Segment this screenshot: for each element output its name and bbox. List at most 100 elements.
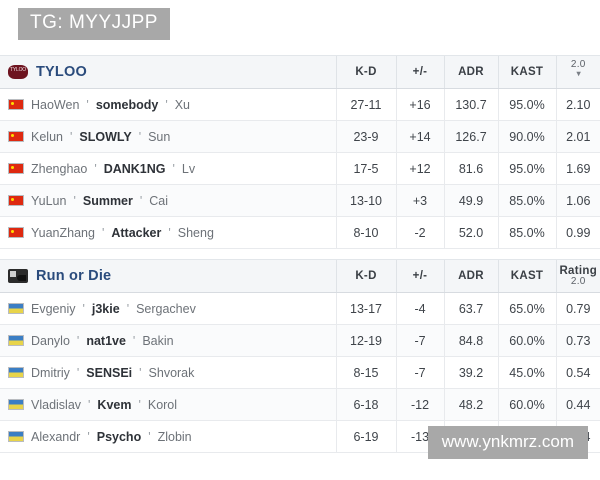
quote-close: '	[132, 333, 136, 348]
player-name-cell[interactable]: Danylo ' nat1ve ' Bakin	[0, 324, 336, 357]
column-header-kd[interactable]: K-D	[335, 259, 396, 293]
stat-plusminus: +16	[395, 88, 444, 121]
cn-flag-icon	[8, 195, 24, 206]
team-stats-table-tyloo: TYLOO K-D +/- ADR KAST 2.0▾ HaoWen ' some…	[0, 55, 600, 249]
cn-flag-icon	[8, 99, 24, 110]
table-row[interactable]: YuLun ' Summer ' Cai 13-10 +3 49.9 85.0% 1…	[0, 184, 600, 217]
player-nickname: Summer	[82, 193, 133, 208]
player-name-cell[interactable]: HaoWen ' somebody ' Xu	[0, 88, 336, 121]
stat-adr: 126.7	[443, 120, 498, 153]
quote-open: '	[76, 333, 80, 348]
player-name-cell[interactable]: Alexandr ' Psycho ' Zlobin	[0, 420, 336, 453]
table-row[interactable]: Evgeniy ' j3kie ' Sergachev 13-17 -4 63.7 …	[0, 292, 600, 325]
column-header-kast[interactable]: KAST	[497, 55, 556, 89]
player-first-name: Alexandr	[31, 429, 81, 444]
player-first-name: YuanZhang	[31, 225, 95, 240]
player-name-cell[interactable]: Dmitriy ' SENSEi ' Shvorak	[0, 356, 336, 389]
team-name-label[interactable]: Run or Die	[36, 268, 112, 284]
stat-plusminus: -12	[395, 388, 444, 421]
table-row[interactable]: Dmitriy ' SENSEi ' Shvorak 8-15 -7 39.2 45…	[0, 356, 600, 389]
cn-flag-icon	[8, 131, 24, 142]
quote-open: '	[94, 161, 97, 176]
ua-flag-icon	[8, 335, 24, 346]
player-name-cell[interactable]: YuLun ' Summer ' Cai	[0, 184, 336, 217]
stat-kd: 6-18	[335, 388, 396, 421]
player-first-name: HaoWen	[31, 97, 80, 112]
player-last-name: Xu	[174, 97, 191, 112]
player-last-name: Shvorak	[148, 365, 195, 380]
column-header-adr[interactable]: ADR	[443, 55, 498, 89]
table-separator	[0, 249, 600, 259]
player-name-cell[interactable]: Kelun ' SLOWLY ' Sun	[0, 120, 336, 153]
player-last-name: Bakin	[142, 333, 174, 348]
player-first-name: YuLun	[31, 193, 67, 208]
table-row[interactable]: Kelun ' SLOWLY ' Sun 23-9 +14 126.7 90.0% …	[0, 120, 600, 153]
stat-kd: 8-15	[335, 356, 396, 389]
column-header-adr[interactable]: ADR	[443, 259, 498, 293]
stat-adr: 130.7	[443, 88, 498, 121]
column-header-kast[interactable]: KAST	[497, 259, 556, 293]
team-header-cell: TYLOO	[0, 55, 336, 89]
player-nickname: Kvem	[97, 397, 132, 412]
quote-close: '	[126, 301, 130, 316]
stat-kd: 13-10	[335, 184, 396, 217]
stat-rating: 0.79	[555, 292, 600, 325]
quote-open: '	[87, 429, 90, 444]
stat-rating: 0.99	[555, 216, 600, 249]
column-header-rating[interactable]: Rating 2.0	[555, 259, 600, 293]
player-nickname: SENSEi	[86, 365, 133, 380]
quote-open: '	[88, 397, 91, 412]
stat-plusminus: -7	[395, 356, 444, 389]
sort-descending-icon: ▾	[576, 69, 581, 79]
stat-adr: 81.6	[443, 152, 498, 185]
player-nickname: Psycho	[96, 429, 142, 444]
player-last-name: Sun	[148, 129, 171, 144]
column-header-rating[interactable]: 2.0 ▾	[555, 55, 600, 89]
stat-adr: 48.2	[443, 388, 498, 421]
stat-kast: 95.0%	[497, 152, 556, 185]
column-header-plusminus[interactable]: +/-	[395, 55, 444, 89]
quote-close: '	[139, 365, 142, 380]
stat-rating: 0.73	[555, 324, 600, 357]
player-name-cell[interactable]: Evgeniy ' j3kie ' Sergachev	[0, 292, 336, 325]
quote-close: '	[139, 193, 143, 208]
stat-kd: 27-11	[335, 88, 396, 121]
player-name-cell[interactable]: Vladislav ' Kvem ' Korol	[0, 388, 336, 421]
stat-kast: 65.0%	[497, 292, 556, 325]
player-last-name: Sheng	[177, 225, 214, 240]
table-row[interactable]: Vladislav ' Kvem ' Korol 6-18 -12 48.2 60.…	[0, 388, 600, 421]
quote-open: '	[69, 129, 73, 144]
rating-version-label: 2.0	[570, 58, 586, 70]
stat-rating: 0.54	[555, 356, 600, 389]
player-first-name: Evgeniy	[31, 301, 76, 316]
quote-close: '	[148, 429, 151, 444]
quote-open: '	[101, 225, 105, 240]
table-row[interactable]: Danylo ' nat1ve ' Bakin 12-19 -7 84.8 60.0…	[0, 324, 600, 357]
stat-rating: 1.06	[555, 184, 600, 217]
player-last-name: Korol	[147, 397, 178, 412]
ua-flag-icon	[8, 367, 24, 378]
stat-rating: 0.44	[555, 388, 600, 421]
table-row[interactable]: YuanZhang ' Attacker ' Sheng 8-10 -2 52.0 …	[0, 216, 600, 249]
stat-kd: 13-17	[335, 292, 396, 325]
team-name-label[interactable]: TYLOO	[36, 64, 87, 80]
player-name-cell[interactable]: Zhenghao ' DANK1NG ' Lv	[0, 152, 336, 185]
quote-open: '	[86, 97, 89, 112]
stat-kast: 60.0%	[497, 324, 556, 357]
player-nickname: somebody	[95, 97, 159, 112]
player-last-name: Zlobin	[157, 429, 192, 444]
column-header-plusminus[interactable]: +/-	[395, 259, 444, 293]
quote-open: '	[76, 365, 80, 380]
stat-rating: 1.69	[555, 152, 600, 185]
stat-kast: 90.0%	[497, 120, 556, 153]
player-nickname: SLOWLY	[79, 129, 132, 144]
stat-plusminus: +3	[395, 184, 444, 217]
stat-rating: 2.10	[555, 88, 600, 121]
player-name-cell[interactable]: YuanZhang ' Attacker ' Sheng	[0, 216, 336, 249]
stat-plusminus: +14	[395, 120, 444, 153]
stat-plusminus: -7	[395, 324, 444, 357]
stat-kd: 12-19	[335, 324, 396, 357]
table-row[interactable]: HaoWen ' somebody ' Xu 27-11 +16 130.7 95.…	[0, 88, 600, 121]
column-header-kd[interactable]: K-D	[335, 55, 396, 89]
table-row[interactable]: Zhenghao ' DANK1NG ' Lv 17-5 +12 81.6 95.0…	[0, 152, 600, 185]
